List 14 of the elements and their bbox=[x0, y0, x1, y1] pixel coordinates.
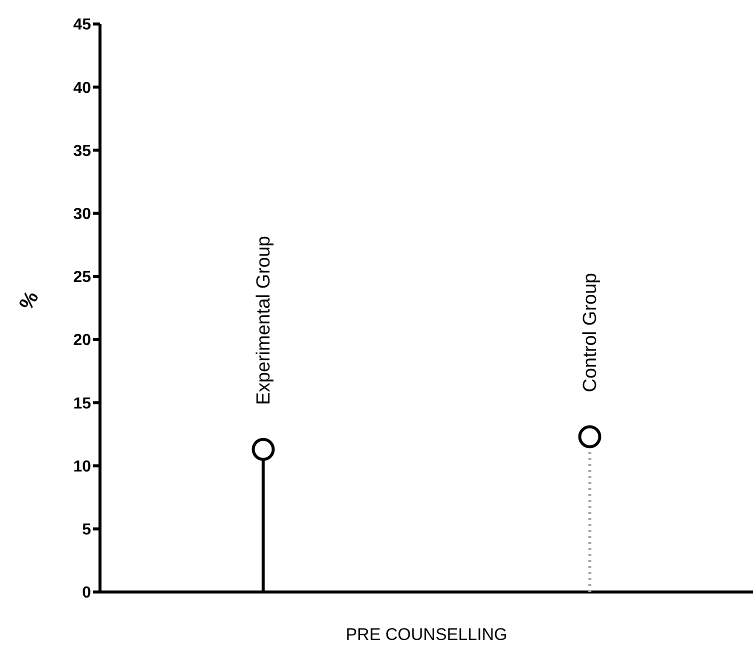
y-tick-label: 15 bbox=[73, 395, 92, 412]
y-tick-label: 20 bbox=[73, 332, 92, 350]
y-tick-label: 40 bbox=[73, 80, 92, 97]
y-tick-label: 25 bbox=[73, 269, 92, 286]
y-tick-label: 5 bbox=[82, 522, 92, 539]
y-tick-label: 30 bbox=[73, 206, 92, 224]
text: Control Group bbox=[580, 272, 601, 392]
y-tick-label: 0 bbox=[82, 584, 92, 602]
y-tick-label: 10 bbox=[73, 458, 92, 476]
x-axis-title: PRE COUNSELLING bbox=[346, 625, 508, 644]
y-axis-title: % bbox=[15, 287, 44, 314]
y-tick-label: 45 bbox=[73, 16, 92, 34]
text: Experimental Group bbox=[253, 236, 274, 405]
y-tick-label: 35 bbox=[73, 142, 92, 160]
